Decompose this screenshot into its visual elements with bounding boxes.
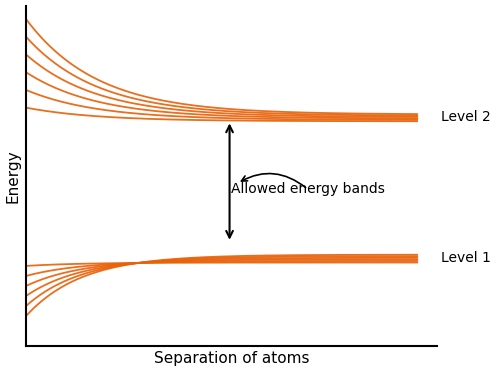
Text: Level 1: Level 1 [441, 251, 491, 265]
X-axis label: Separation of atoms: Separation of atoms [154, 352, 310, 366]
Y-axis label: Energy: Energy [5, 149, 20, 202]
Text: Level 2: Level 2 [441, 110, 491, 124]
Text: Allowed energy bands: Allowed energy bands [231, 173, 385, 196]
